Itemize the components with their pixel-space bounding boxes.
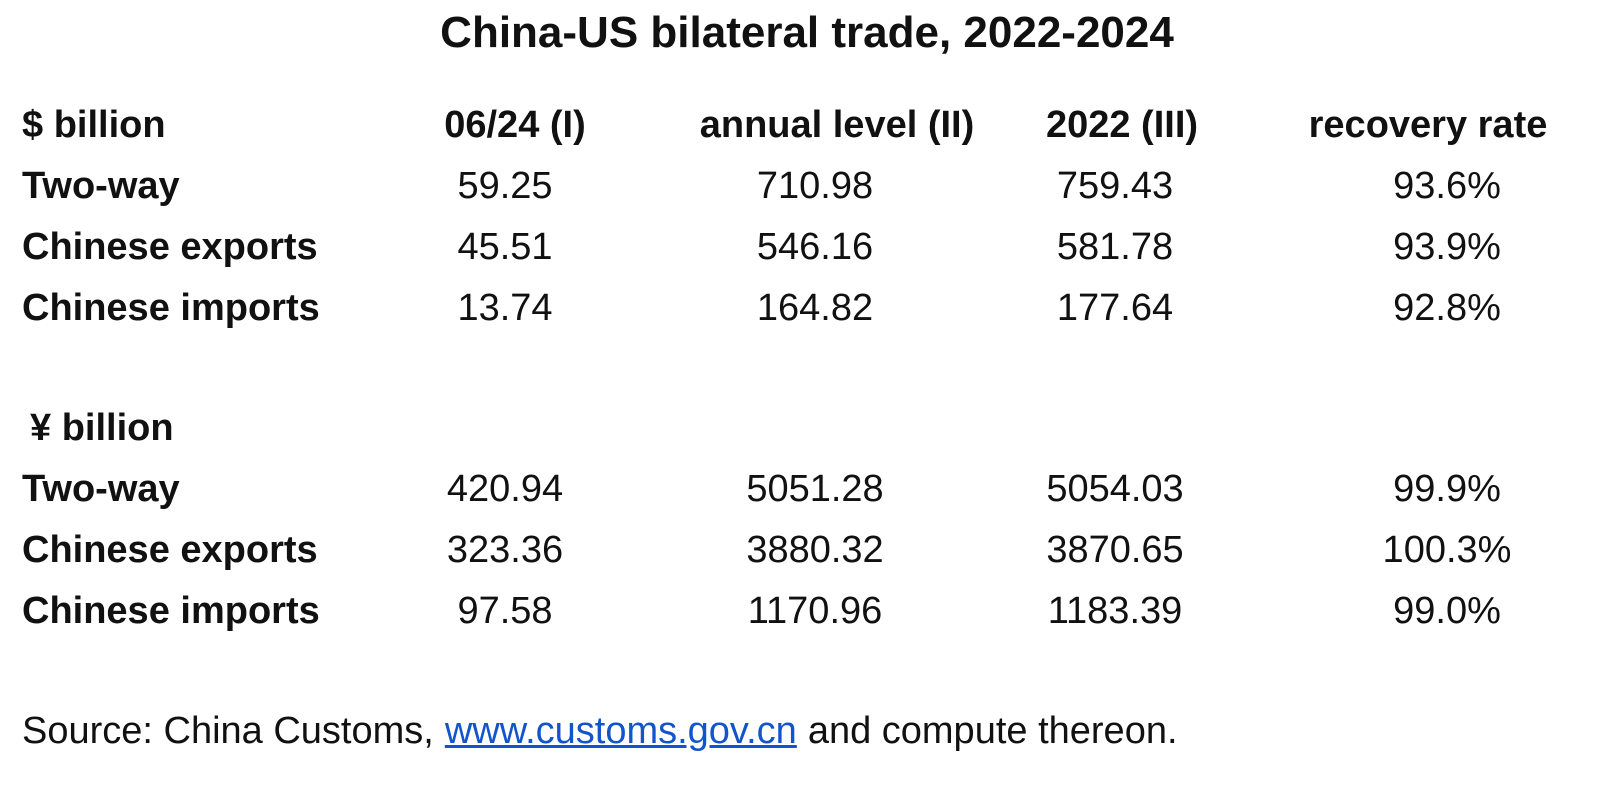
cell-value: 99.9% <box>1393 468 1501 510</box>
row-label: Two-way <box>22 468 180 510</box>
row-label: Chinese exports <box>22 226 318 268</box>
cell-value: 13.74 <box>457 287 553 329</box>
column-header: recovery rate <box>1308 104 1548 146</box>
unit-label: $ billion <box>22 104 166 146</box>
cell-value: 1170.96 <box>747 590 883 632</box>
row-label: Chinese imports <box>22 287 320 329</box>
cell-value: 5054.03 <box>1046 468 1184 510</box>
cell-value: 164.82 <box>756 287 874 329</box>
cell-value: 3870.65 <box>1046 529 1184 571</box>
cell-value: 1183.39 <box>1047 590 1183 632</box>
source-link[interactable]: www.customs.gov.cn <box>444 710 797 752</box>
column-header: 2022 (III) <box>1045 104 1199 146</box>
cell-value: 177.64 <box>1056 287 1174 329</box>
cell-value: 100.3% <box>1382 529 1512 571</box>
cell-value: 93.6% <box>1393 165 1501 207</box>
cell-value: 581.78 <box>1056 226 1174 268</box>
column-header: 06/24 (I) <box>444 104 586 146</box>
unit-label: ¥ billion <box>30 407 174 449</box>
cell-value: 92.8% <box>1393 287 1501 329</box>
cell-value: 323.36 <box>446 529 564 571</box>
cell-value: 759.43 <box>1056 165 1174 207</box>
source-note: Source: China Customs, www.customs.gov.cn… <box>22 712 1178 750</box>
cell-value: 45.51 <box>457 226 553 268</box>
cell-value: 97.58 <box>457 590 553 632</box>
row-label: Chinese exports <box>22 529 318 571</box>
cell-value: 5051.28 <box>746 468 884 510</box>
row-label: Two-way <box>22 165 180 207</box>
cell-value: 546.16 <box>756 226 874 268</box>
cell-value: 93.9% <box>1393 226 1501 268</box>
source-text: Source: China Customs, <box>22 710 434 752</box>
cell-value: 420.94 <box>446 468 564 510</box>
cell-value: 3880.32 <box>746 529 884 571</box>
title: China-US bilateral trade, 2022-2024 <box>440 8 1174 57</box>
source-tail: and compute thereon. <box>807 710 1178 752</box>
cell-value: 59.25 <box>457 165 553 207</box>
column-header: annual level (II) <box>699 104 975 146</box>
cell-value: 99.0% <box>1393 590 1501 632</box>
cell-value: 710.98 <box>756 165 874 207</box>
row-label: Chinese imports <box>22 590 320 632</box>
